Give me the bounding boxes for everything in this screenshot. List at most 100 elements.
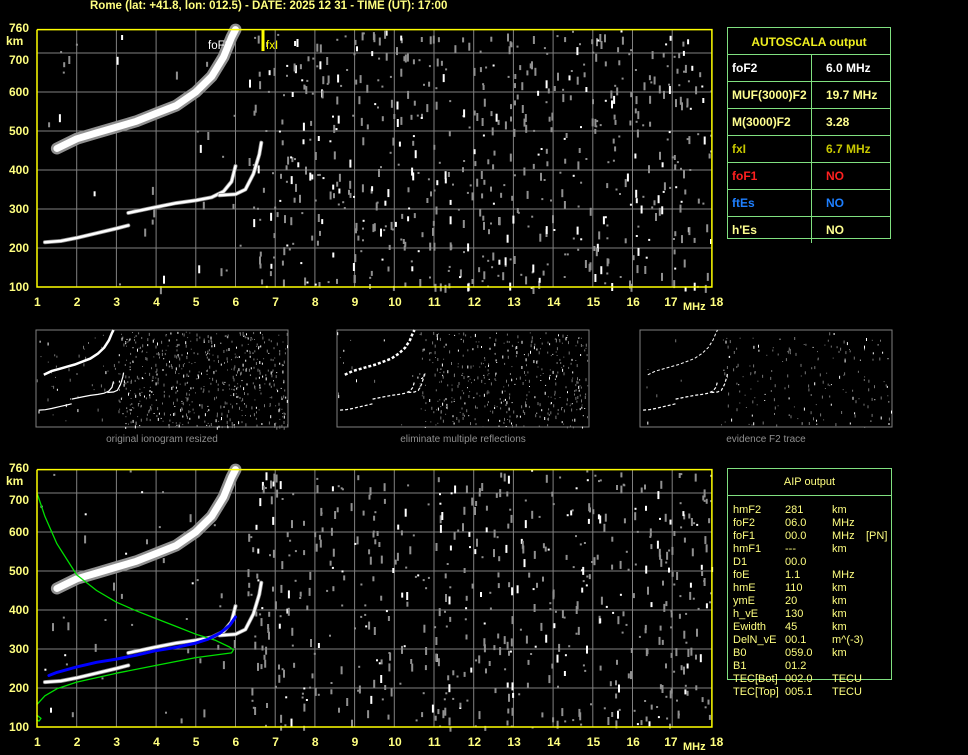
noise-pixel <box>246 333 247 336</box>
noise-pixel <box>611 100 613 109</box>
noise-pixel <box>278 674 281 683</box>
noise-pixel <box>511 682 514 691</box>
noise-pixel <box>556 347 558 351</box>
noise-pixel <box>530 286 533 289</box>
noise-pixel <box>349 180 352 189</box>
noise-pixel <box>572 237 575 240</box>
noise-pixel <box>282 413 283 414</box>
noise-pixel <box>373 627 376 635</box>
noise-pixel <box>330 682 333 684</box>
autoscala-value: NO <box>826 196 844 210</box>
noise-pixel <box>280 714 283 723</box>
noise-pixel <box>533 360 535 364</box>
noise-pixel <box>620 30 623 33</box>
noise-pixel <box>341 488 344 491</box>
noise-pixel <box>737 363 739 367</box>
noise-pixel <box>360 117 363 126</box>
noise-pixel <box>286 74 288 77</box>
noise-pixel <box>336 278 338 284</box>
noise-pixel <box>287 156 290 165</box>
noise-pixel <box>524 499 527 502</box>
noise-pixel <box>430 191 432 197</box>
noise-pixel <box>388 663 391 672</box>
noise-pixel <box>103 365 104 367</box>
noise-pixel <box>128 392 130 394</box>
noise-pixel <box>630 49 633 52</box>
noise-pixel <box>425 339 427 342</box>
noise-pixel <box>530 350 531 354</box>
noise-pixel <box>680 379 682 382</box>
noise-pixel <box>119 408 121 410</box>
noise-pixel <box>250 367 252 370</box>
noise-pixel <box>274 685 277 688</box>
noise-pixel <box>442 419 444 423</box>
noise-pixel <box>311 673 314 679</box>
noise-pixel <box>513 128 516 137</box>
aip-value: --- <box>785 543 796 555</box>
noise-pixel <box>803 407 805 411</box>
noise-pixel <box>273 233 276 239</box>
noise-pixel <box>736 366 738 368</box>
noise-pixel <box>661 272 663 281</box>
noise-pixel <box>163 394 165 398</box>
noise-pixel <box>614 84 617 87</box>
noise-pixel <box>586 645 588 654</box>
noise-pixel <box>595 248 598 257</box>
noise-pixel <box>220 342 222 344</box>
noise-pixel <box>246 349 248 352</box>
noise-pixel <box>147 338 149 342</box>
thumbnail-frame <box>35 329 289 428</box>
noise-pixel <box>284 724 287 727</box>
noise-pixel <box>782 361 784 362</box>
noise-pixel <box>482 215 485 221</box>
noise-pixel <box>403 56 406 62</box>
noise-pixel <box>650 602 653 608</box>
noise-pixel <box>309 138 312 141</box>
autoscala-param: fxI <box>728 136 812 162</box>
noise-pixel <box>560 362 562 364</box>
noise-pixel <box>726 337 728 339</box>
noise-pixel <box>749 365 751 367</box>
noise-pixel <box>629 120 632 126</box>
noise-pixel <box>503 400 505 402</box>
noise-pixel <box>174 412 176 416</box>
noise-pixel <box>437 37 440 43</box>
noise-pixel <box>482 134 485 137</box>
noise-pixel <box>245 404 247 408</box>
noise-pixel <box>171 366 173 370</box>
noise-pixel <box>299 64 302 70</box>
noise-pixel <box>208 349 210 352</box>
noise-pixel <box>242 334 244 336</box>
noise-pixel <box>205 351 206 354</box>
noise-pixel <box>119 283 121 286</box>
noise-pixel <box>572 371 574 374</box>
noise-pixel <box>529 332 531 334</box>
noise-pixel <box>191 363 193 365</box>
noise-pixel <box>462 167 464 173</box>
noise-pixel <box>599 665 602 671</box>
noise-pixel <box>644 266 647 274</box>
noise-pixel <box>496 406 498 408</box>
noise-pixel <box>398 141 401 147</box>
noise-pixel <box>226 336 228 338</box>
noise-pixel <box>119 388 120 391</box>
noise-pixel <box>208 409 210 412</box>
noise-pixel <box>785 358 787 362</box>
noise-pixel <box>503 421 505 424</box>
second-hop-trace <box>344 329 416 376</box>
noise-pixel <box>752 400 754 404</box>
noise-pixel <box>305 86 308 95</box>
noise-pixel <box>417 574 420 577</box>
noise-pixel <box>676 699 678 702</box>
noise-pixel <box>354 39 357 45</box>
noise-pixel <box>435 357 436 358</box>
noise-pixel <box>600 596 603 605</box>
noise-pixel <box>283 247 286 256</box>
noise-pixel <box>615 720 618 729</box>
noise-pixel <box>419 333 421 335</box>
noise-pixel <box>572 419 573 422</box>
noise-pixel <box>126 410 128 413</box>
noise-pixel <box>40 356 42 358</box>
noise-pixel <box>599 479 602 482</box>
noise-pixel <box>93 191 96 197</box>
